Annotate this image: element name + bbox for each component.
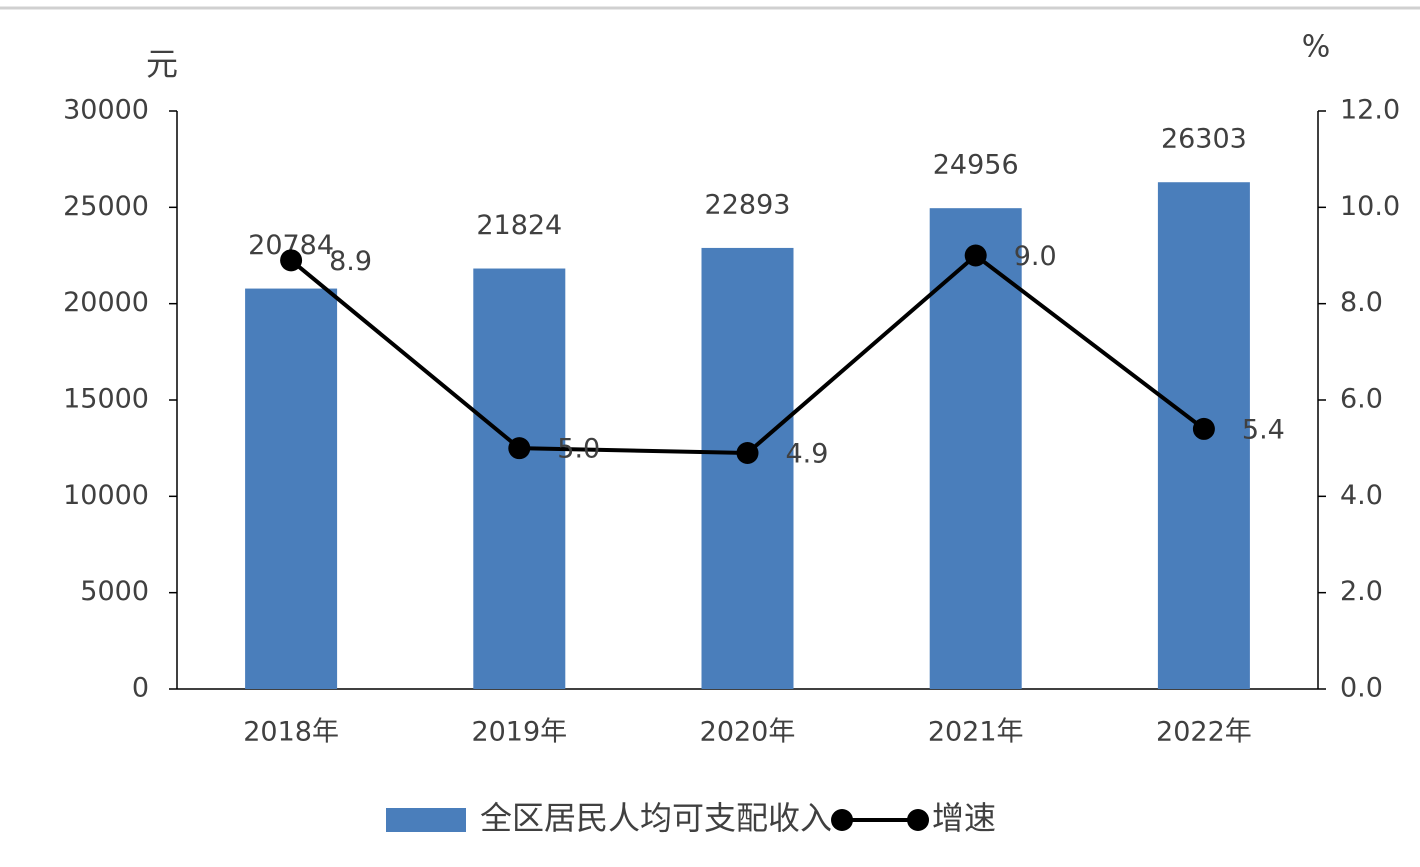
line-value-label: 9.0 — [1014, 241, 1057, 272]
bar — [245, 288, 338, 689]
line-marker — [280, 249, 303, 272]
x-tick-label: 2019年 — [471, 717, 567, 748]
line-value-label: 5.4 — [1242, 414, 1285, 445]
bar-value-label: 24956 — [933, 150, 1019, 181]
y2-tick-label: 12.0 — [1340, 95, 1400, 126]
line-marker — [508, 437, 531, 460]
y2-tick-label: 4.0 — [1340, 480, 1383, 511]
line-marker — [736, 441, 759, 464]
x-tick-label: 2020年 — [700, 717, 796, 748]
y-tick-label: 0 — [132, 673, 149, 704]
y-tick-label: 25000 — [63, 191, 149, 222]
y-axis-unit: 元 — [146, 45, 178, 83]
legend-label: 全区居民人均可支配收入 — [480, 799, 832, 837]
line-value-label: 8.9 — [329, 246, 372, 277]
y-tick-label: 15000 — [63, 384, 149, 415]
bar — [929, 208, 1022, 689]
legend-marker — [907, 809, 930, 831]
y-tick-label: 30000 — [63, 95, 149, 126]
line-marker — [964, 244, 987, 267]
legend-label: 增速 — [932, 799, 996, 837]
y2-axis-unit: % — [1302, 30, 1331, 65]
y-tick-label: 20000 — [63, 287, 149, 318]
bar — [473, 268, 566, 689]
y2-tick-label: 8.0 — [1340, 287, 1383, 318]
x-tick-label: 2022年 — [1156, 717, 1252, 748]
x-tick-label: 2021年 — [928, 717, 1024, 748]
legend-swatch — [386, 808, 466, 832]
line-marker — [1192, 417, 1215, 440]
bar-value-label: 21824 — [476, 210, 562, 241]
line-value-label: 4.9 — [786, 438, 829, 469]
y-tick-label: 5000 — [80, 576, 149, 607]
bar-value-label: 26303 — [1161, 124, 1247, 155]
bar-value-label: 22893 — [705, 189, 791, 220]
y2-tick-label: 10.0 — [1340, 191, 1400, 222]
x-tick-label: 2018年 — [243, 717, 339, 748]
legend-marker — [831, 809, 854, 831]
y2-tick-label: 0.0 — [1340, 673, 1383, 704]
y-tick-label: 10000 — [63, 480, 149, 511]
y2-tick-label: 2.0 — [1340, 576, 1383, 607]
line-value-label: 5.0 — [557, 434, 600, 465]
bar — [701, 247, 794, 689]
y2-tick-label: 6.0 — [1340, 384, 1383, 415]
